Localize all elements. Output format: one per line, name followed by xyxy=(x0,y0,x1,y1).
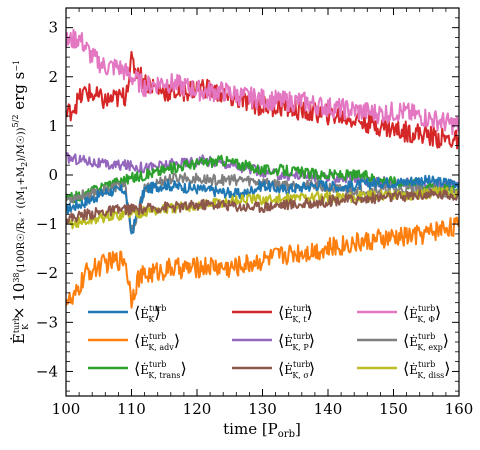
legend-bracket-close: ⟩ xyxy=(174,331,180,350)
legend-label: ⟨Ėturb K, diss⟩ xyxy=(403,359,451,380)
legend-bracket-close: ⟩ xyxy=(309,359,315,378)
legend-bracket-open: ⟨ xyxy=(278,359,284,378)
x-tick-label: 140 xyxy=(314,400,343,418)
legend-symbol: Ė xyxy=(284,306,293,321)
legend-bracket-close: ⟩ xyxy=(180,359,186,378)
legend-bracket-open: ⟨ xyxy=(134,331,140,350)
legend-symbol: Ė xyxy=(140,362,149,377)
y-tick-label: −1 xyxy=(36,215,58,233)
legend-symbol: Ė xyxy=(284,362,293,377)
legend-symbol: Ė xyxy=(409,334,418,349)
legend-label: ⟨Ėturb K, trans⟩ xyxy=(134,359,187,380)
legend-superscript: turb xyxy=(418,360,435,369)
legend-subscript: K, adv xyxy=(148,343,174,352)
legend-bracket-close: ⟩ xyxy=(444,359,450,378)
series-line xyxy=(66,188,459,225)
x-tick-label: 130 xyxy=(248,400,277,418)
legend-subscript: K, Φ xyxy=(417,315,435,324)
legend-bracket-close: ⟩ xyxy=(309,331,315,350)
legend-subscript: K, diss xyxy=(417,371,444,380)
legend-symbol: Ė xyxy=(140,306,149,321)
legend-subscript: K, exp xyxy=(417,343,442,352)
y-tick-label: 2 xyxy=(48,68,58,86)
legend-symbol: Ė xyxy=(140,334,149,349)
series-line xyxy=(66,186,459,230)
y-tick-label: −4 xyxy=(36,362,58,380)
x-tick-label: 100 xyxy=(52,400,81,418)
legend-label: ⟨Ėturb K, adv⟩ xyxy=(134,331,180,352)
legend-superscript: turb xyxy=(149,360,166,369)
series-line xyxy=(66,50,459,150)
legend-label: ⟨Ėturb K, Φ⟩ xyxy=(403,303,441,324)
ticks-layer: 100 110 120 130 140 150 160 −4 −3 −2 −1 0 1 2 3 xyxy=(36,8,473,418)
series-layer xyxy=(66,28,459,309)
legend-subscript: K, t xyxy=(292,315,307,324)
legend-label: ⟨Ėturb K, exp⟩ xyxy=(403,331,449,352)
y-tick-label: 0 xyxy=(48,166,58,184)
legend-bracket-open: ⟨ xyxy=(403,359,409,378)
legend-bracket-close: ⟩ xyxy=(435,303,441,322)
legend-symbol: Ė xyxy=(284,334,293,349)
legend-superscript: turb xyxy=(293,360,310,369)
legend-symbol: Ė xyxy=(409,362,418,377)
series-line xyxy=(66,216,459,309)
legend-bracket-close: ⟩ xyxy=(154,303,160,322)
legend-superscript: turb xyxy=(149,332,166,341)
legend-superscript: turb xyxy=(293,304,310,313)
legend-bracket-open: ⟨ xyxy=(278,331,284,350)
legend-label: ⟨Ėturb K, P⟩ xyxy=(278,331,315,352)
x-tick-label: 110 xyxy=(117,400,146,418)
legend-symbol: Ė xyxy=(409,306,418,321)
legend-superscript: turb xyxy=(418,332,435,341)
legend-subscript: K, P xyxy=(292,343,309,352)
legend-label: ⟨Ėturb K⟩ xyxy=(134,303,166,324)
y-tick-label: 1 xyxy=(48,117,58,135)
legend-bracket-open: ⟨ xyxy=(134,303,140,322)
x-tick-label: 120 xyxy=(183,400,212,418)
y-axis-label: ĖturbK × 1038(100R☉/R* · ((M1+M2)/M☉))5/… xyxy=(10,60,30,344)
series-line xyxy=(66,28,459,136)
legend-label: ⟨Ėturb K, σ⟩ xyxy=(278,359,315,380)
legend-bracket-open: ⟨ xyxy=(134,359,140,378)
legend-bracket-open: ⟨ xyxy=(403,303,409,322)
legend-label: ⟨Ėturb K, t⟩ xyxy=(278,303,313,324)
legend-bracket-open: ⟨ xyxy=(278,303,284,322)
y-tick-label: −3 xyxy=(36,313,58,331)
x-axis-label: time [Porb] xyxy=(223,420,301,440)
legend-subscript: K xyxy=(148,315,155,324)
legend-bracket-open: ⟨ xyxy=(403,331,409,350)
legend-subscript: K, σ xyxy=(292,371,309,380)
legend-superscript: turb xyxy=(293,332,310,341)
legend-superscript: turb xyxy=(418,304,435,313)
x-tick-label: 150 xyxy=(379,400,408,418)
legend-bracket-close: ⟩ xyxy=(443,331,449,350)
legend-superscript: turb xyxy=(149,304,166,313)
x-tick-label: 160 xyxy=(445,400,474,418)
legend-bracket-close: ⟩ xyxy=(307,303,313,322)
y-tick-label: 3 xyxy=(48,19,58,37)
legend: ⟨Ėturb K⟩⟨Ėturb K, adv⟩⟨Ėturb K, trans⟩⟨Ėtu… xyxy=(88,303,451,380)
legend-subscript: K, trans xyxy=(148,371,180,380)
y-tick-label: −2 xyxy=(36,264,58,282)
series-line xyxy=(66,174,459,235)
